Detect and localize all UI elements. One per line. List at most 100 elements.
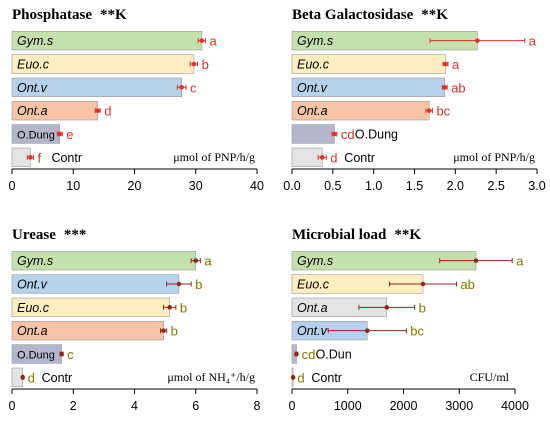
- panel-title-text: Microbial load: [292, 227, 387, 243]
- significance-letter: c: [67, 347, 74, 362]
- bar-odung: [291, 124, 335, 144]
- significance-letter: b: [195, 277, 202, 292]
- significance-letter: cd: [302, 347, 316, 362]
- x-tick-label: 0: [9, 179, 16, 193]
- mean-point: [473, 258, 479, 263]
- panel-title-text: Urease: [12, 227, 56, 243]
- x-tick-label: 0: [9, 399, 16, 413]
- significance-letter: e: [66, 127, 73, 142]
- significance-letter: b: [171, 324, 178, 339]
- significance-letter: ab: [451, 80, 465, 95]
- bar-label: Gym.s: [17, 34, 53, 48]
- mean-point: [420, 281, 426, 287]
- significance-letter: ab: [460, 277, 474, 292]
- bar-label: Contr: [51, 151, 82, 165]
- bar-label: Ont.v: [17, 278, 48, 292]
- mean-point: [332, 131, 337, 137]
- bar-label: Euo.c: [297, 278, 330, 292]
- x-tick-label: 1.0: [365, 179, 382, 193]
- mean-point: [199, 38, 205, 43]
- significance-letter: d: [330, 150, 337, 165]
- x-tick-label: 30: [189, 179, 203, 193]
- mean-point: [161, 328, 166, 333]
- bar-label: Ont.a: [297, 301, 328, 315]
- unit-label: μmol of NH₄⁺/h/g: [167, 370, 255, 384]
- significance-letter: f: [37, 150, 41, 165]
- mean-point: [294, 351, 299, 357]
- significance-letter: a: [210, 34, 218, 49]
- mean-point: [176, 281, 182, 287]
- significance-letter: b: [202, 57, 209, 72]
- x-tick-label: 4000: [501, 399, 529, 413]
- mean-point: [57, 131, 63, 137]
- bar-label: Euo.c: [17, 58, 50, 72]
- significance-letter: b: [180, 300, 187, 315]
- significance-letter: a: [452, 57, 460, 72]
- x-tick-label: 0.5: [324, 179, 341, 193]
- x-tick-label: 2: [70, 399, 77, 413]
- bar-label: Contr: [42, 371, 73, 385]
- mean-point: [426, 108, 432, 113]
- panel-title: Beta Galactosidase **K: [292, 7, 448, 23]
- mean-point: [319, 155, 325, 160]
- mean-point: [193, 258, 199, 263]
- x-tick-label: 4: [131, 399, 138, 413]
- beta-galactosidase-panel: Beta Galactosidase **K Gym.s a Euo.c a Ont.v ab…: [283, 7, 545, 193]
- bar-label: O.Dun: [316, 348, 352, 362]
- mean-point: [475, 38, 480, 43]
- x-tick-label: 0: [289, 399, 296, 413]
- mean-point: [179, 85, 184, 90]
- mean-point: [20, 375, 26, 380]
- x-tick-label: 1000: [334, 399, 362, 413]
- microbial-load-panel: Microbial load **K Gym.s a Euo.c ab Ont.a b Ont.…: [289, 227, 529, 413]
- unit-label: μmol of PNP/h/g: [453, 150, 535, 164]
- mean-point: [167, 305, 173, 310]
- x-tick-label: 40: [250, 179, 264, 193]
- mean-point: [364, 328, 370, 333]
- significance-letter: cd: [341, 127, 355, 142]
- significance-letter: bc: [410, 324, 424, 339]
- bar-label: Ont.a: [17, 104, 48, 118]
- mean-point: [59, 351, 64, 357]
- bar-label: O.Dung: [355, 128, 398, 142]
- x-tick-label: 8: [254, 399, 261, 413]
- significance-letter: bc: [436, 104, 450, 119]
- x-tick-label: 2000: [390, 399, 418, 413]
- significance-marker: **K: [100, 7, 127, 23]
- significance-letter: a: [516, 254, 524, 269]
- x-tick-label: 6: [192, 399, 199, 413]
- significance-marker: **K: [394, 227, 421, 243]
- panel-title: Urease ***: [12, 227, 86, 243]
- bar-label: Euo.c: [297, 58, 330, 72]
- bar-label: Ont.a: [297, 104, 328, 118]
- bar-label: Ont.v: [297, 81, 328, 95]
- significance-letter: c: [190, 80, 197, 95]
- panel-title: Phosphatase **K: [12, 7, 127, 23]
- phosphatase-panel: Phosphatase **K Gym.s a Euo.c b Ont.v c Ont.a d O.…: [9, 7, 264, 193]
- mean-point: [443, 61, 448, 67]
- x-tick-label: 3.0: [528, 179, 545, 193]
- x-tick-label: 2.0: [447, 179, 464, 193]
- significance-letter: b: [419, 300, 426, 315]
- significance-letter: d: [28, 370, 35, 385]
- bar-label: O.Dung: [17, 130, 55, 142]
- mean-point: [191, 61, 197, 67]
- bar-label: Gym.s: [297, 254, 333, 268]
- panel-title-text: Phosphatase: [12, 7, 92, 23]
- significance-marker: ***: [64, 227, 87, 243]
- mean-point: [384, 305, 390, 310]
- bar-label: Contr: [311, 371, 342, 385]
- mean-point: [290, 375, 296, 380]
- x-tick-label: 0.0: [283, 179, 300, 193]
- x-tick-label: 1.5: [406, 179, 423, 193]
- significance-letter: d: [297, 370, 304, 385]
- significance-letter: a: [204, 254, 212, 269]
- bar-label: Ont.a: [17, 324, 48, 338]
- unit-label: μmol of PNP/h/g: [173, 150, 255, 164]
- mean-point: [95, 108, 101, 113]
- x-tick-label: 10: [66, 179, 80, 193]
- mean-point: [28, 155, 33, 160]
- bar-label: Contr: [344, 151, 375, 165]
- urease-panel: Urease *** Gym.s a Ont.v b Euo.c b Ont.a b O.Dung c…: [9, 227, 261, 413]
